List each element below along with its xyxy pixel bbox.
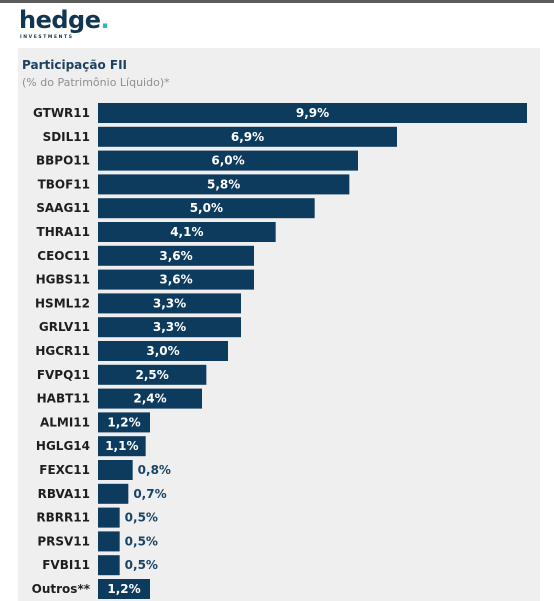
category-label: FVPQ11: [37, 368, 90, 382]
category-label: HGLG14: [36, 439, 90, 453]
value-label: 6,9%: [231, 130, 264, 144]
logo-tagline: INVESTMENTS: [20, 35, 74, 40]
category-label: FVBI11: [42, 558, 90, 572]
category-label: HGCR11: [35, 344, 90, 358]
chart-subtitle: (% do Patrimônio Líquido)*: [22, 76, 170, 89]
hedge-logo: hedge. INVESTMENTS: [19, 6, 110, 40]
bar: [98, 126, 397, 147]
bar: [98, 483, 129, 504]
category-label: HGBS11: [36, 273, 90, 287]
category-label: HSML12: [35, 296, 90, 310]
category-label: ALMI11: [40, 415, 90, 429]
bar: [98, 364, 207, 385]
value-label: 3,3%: [153, 320, 186, 334]
value-label: 1,2%: [107, 415, 140, 429]
value-label: 2,5%: [136, 368, 169, 382]
bar: [98, 317, 241, 338]
value-label: 3,6%: [159, 273, 192, 287]
category-label: GRLV11: [39, 320, 90, 334]
logo-dot: .: [100, 6, 110, 34]
chart-title: Participação FII: [22, 58, 128, 72]
bar: [98, 388, 202, 409]
category-label: GTWR11: [33, 106, 90, 120]
value-label: 0,5%: [125, 534, 158, 548]
bar: [98, 531, 120, 552]
bar: [98, 222, 276, 242]
value-label: 2,4%: [133, 392, 166, 406]
category-label: THRA11: [37, 225, 90, 239]
category-label: HABT11: [37, 392, 90, 406]
bar: [98, 412, 150, 433]
bar: [98, 460, 133, 480]
bar: [98, 245, 254, 266]
bar: [98, 150, 358, 171]
value-label: 1,2%: [107, 582, 140, 596]
value-label: 3,3%: [153, 296, 186, 310]
value-label: 5,0%: [190, 201, 223, 215]
value-label: 9,9%: [296, 106, 329, 120]
value-label: 4,1%: [170, 225, 203, 239]
category-label: CEOC11: [37, 249, 90, 263]
category-label: RBVA11: [38, 487, 90, 501]
value-label: 0,5%: [125, 511, 158, 525]
category-label: PRSV11: [37, 534, 90, 548]
value-label: 3,0%: [146, 344, 179, 358]
value-label: 0,7%: [133, 487, 166, 501]
category-label: SDIL11: [43, 130, 90, 144]
category-label: Outros**: [32, 582, 91, 596]
value-label: 3,6%: [159, 249, 192, 263]
value-label: 0,8%: [138, 463, 171, 477]
category-label: TBOF11: [38, 177, 90, 191]
logo-wordmark: hedge: [19, 6, 101, 34]
category-label: BBPO11: [36, 154, 90, 168]
category-label: RBRR11: [36, 511, 90, 525]
top-rule: [0, 0, 554, 3]
bar: [98, 293, 241, 314]
value-label: 0,5%: [125, 558, 158, 572]
bar: [98, 174, 350, 195]
value-label: 5,8%: [207, 177, 240, 191]
bar: [98, 579, 150, 599]
value-label: 6,0%: [211, 154, 244, 168]
value-label: 1,1%: [105, 439, 138, 453]
bar: [98, 507, 120, 528]
bar: [98, 436, 146, 457]
category-label: SAAG11: [36, 201, 90, 215]
bar: [98, 198, 315, 219]
bar: [98, 341, 228, 361]
bar: [98, 269, 254, 290]
bar: [98, 103, 527, 123]
bar: [98, 555, 120, 576]
category-label: FEXC11: [39, 463, 90, 477]
